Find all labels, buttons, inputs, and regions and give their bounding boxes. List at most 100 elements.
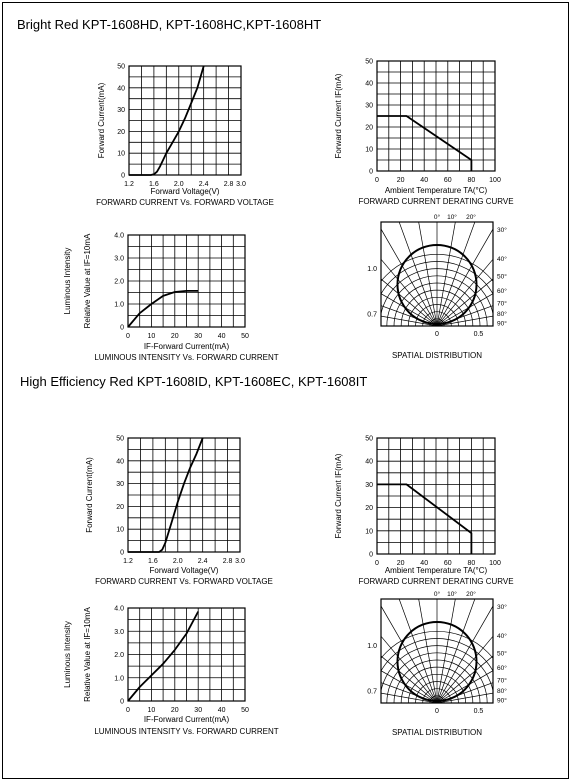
- chart-title: LUMINOUS INTENSITY Vs. FORWARD CURRENT: [94, 727, 278, 736]
- chart-s1-sp: 0° 10° 20° 30° 40° 50° 60° 70° 80°90° 1.0 0.7 0 0.5 S…: [367, 213, 507, 360]
- radial-label: 1.0: [367, 266, 377, 273]
- x-tick-label: 2.8: [224, 181, 234, 188]
- y-tick-label: 10: [365, 528, 373, 535]
- x-axis-label: IF-Forward Current(mA): [144, 715, 230, 724]
- radial-label: 0.7: [367, 312, 377, 319]
- polar-spoke: [436, 599, 476, 703]
- section-title-bright-red: Bright Red KPT-1608HD, KPT-1608HC,KPT-16…: [17, 17, 322, 32]
- series-line: [377, 115, 473, 171]
- chart-title: FORWARD CURRENT DERATING CURVE: [358, 197, 513, 206]
- x-tick-label: 60: [444, 177, 452, 184]
- polar-grid: [381, 599, 493, 703]
- radial-label: 0.7: [367, 689, 377, 696]
- x-tick-label: 2.0: [173, 558, 183, 565]
- polar-spoke: [436, 605, 493, 703]
- angle-label: 20°: [466, 213, 476, 221]
- polar-spoke: [436, 599, 456, 703]
- polar-spoke: [436, 635, 493, 703]
- x-tick-label: 10: [148, 333, 156, 340]
- y-tick-label: 50: [365, 59, 373, 66]
- plot-frame: [127, 234, 246, 328]
- y-tick-label: 20: [365, 505, 373, 512]
- polar-spoke: [436, 278, 493, 326]
- y-tick-label: 0: [369, 169, 373, 176]
- y-tick-label: 2.0: [114, 279, 124, 286]
- x-tick-label: 20: [171, 707, 179, 714]
- radial-label: 1.0: [367, 643, 377, 650]
- y-tick-label: 40: [116, 458, 124, 465]
- y-tick-label: 4.0: [114, 606, 124, 613]
- bottom-label: 0.5: [474, 331, 484, 338]
- x-tick-label: 80: [468, 177, 476, 184]
- y-axis-label: Forward Current(mA): [97, 82, 106, 158]
- angle-label: 20°: [466, 590, 476, 598]
- chart-title: FORWARD CURRENT Vs. FORWARD VOLTAGE: [95, 577, 273, 586]
- y-tick-label: 30: [116, 481, 124, 488]
- y-tick-label: 1.0: [114, 302, 124, 309]
- y-tick-label: 50: [117, 64, 125, 71]
- x-tick-label: 0: [126, 707, 130, 714]
- plot-frame: [127, 437, 241, 553]
- angle-label: 80°: [497, 687, 507, 695]
- polar-spoke: [381, 278, 438, 326]
- x-tick-label: 40: [420, 177, 428, 184]
- polar-grid: [381, 222, 493, 326]
- chart-s2-dr: 0 20 40 60 80 100 0 10 20 30 40 50 Ambient Temperatu…: [334, 436, 514, 587]
- chart-title: FORWARD CURRENT Vs. FORWARD VOLTAGE: [96, 198, 274, 207]
- chart-s2-fv: 1.2 1.6 2.0 2.4 2.8 3.0 0 10 20 30 40 50 Forward Vol…: [85, 436, 273, 587]
- angle-label: 0°: [434, 213, 441, 221]
- x-axis-label: Forward Voltage(V): [150, 566, 219, 575]
- plot-frame: [376, 437, 496, 555]
- y-tick-label: 30: [365, 482, 373, 489]
- y-tick-label: 2.0: [114, 652, 124, 659]
- x-tick-label: 10: [148, 707, 156, 714]
- angle-label: 10°: [447, 590, 457, 598]
- chart-s1-dr: 0 20 40 60 80 100 0 10 20 30 40 50 Ambient Temperatu…: [334, 59, 514, 207]
- x-tick-label: 40: [218, 333, 226, 340]
- polar-spoke: [398, 222, 438, 326]
- bottom-label: 0.5: [474, 708, 484, 715]
- chart-title: LUMINOUS INTENSITY Vs. FORWARD CURRENT: [94, 353, 278, 362]
- y-tick-label: 30: [365, 103, 373, 110]
- angle-label: 50°: [497, 273, 507, 281]
- y-tick-label: 0: [121, 173, 125, 180]
- y-axis-label-secondary: Luminous Intensity: [63, 248, 72, 315]
- y-tick-label: 10: [117, 151, 125, 158]
- chart-title: SPATIAL DISTRIBUTION: [392, 728, 482, 737]
- x-tick-label: 40: [420, 560, 428, 567]
- angle-label: 30°: [497, 603, 507, 611]
- angle-label: 40°: [497, 632, 507, 640]
- angle-label: 80°: [497, 310, 507, 318]
- x-tick-label: 20: [397, 177, 405, 184]
- series-line: [128, 437, 204, 553]
- angle-label: 10°: [447, 213, 457, 221]
- x-tick-label: 1.6: [148, 558, 158, 565]
- y-tick-label: 1.0: [114, 675, 124, 682]
- polar-spoke: [381, 228, 438, 326]
- y-tick-label: 0: [369, 552, 373, 559]
- polar-spoke: [381, 258, 438, 326]
- y-axis-label: Relative Value at IF=10mA: [83, 606, 92, 701]
- angle-label: 70°: [497, 300, 507, 308]
- series-line: [129, 65, 205, 176]
- polar-spoke: [436, 293, 493, 326]
- y-tick-label: 10: [365, 147, 373, 154]
- plot-frame: [380, 221, 494, 327]
- x-tick-label: 20: [171, 333, 179, 340]
- x-tick-label: 0: [126, 333, 130, 340]
- polar-spoke: [418, 599, 438, 703]
- y-axis-label: Forward Current IF(mA): [334, 73, 343, 158]
- x-tick-label: 50: [241, 333, 249, 340]
- series-line: [127, 611, 199, 702]
- polar-spoke: [381, 635, 438, 703]
- y-tick-label: 3.0: [114, 629, 124, 636]
- angle-label: 90°: [497, 319, 507, 327]
- y-tick-label: 50: [116, 436, 124, 443]
- polar-spoke: [418, 222, 438, 326]
- y-tick-label: 30: [117, 107, 125, 114]
- x-tick-label: 0: [375, 560, 379, 567]
- chart-s2-li: 0 10 20 30 40 50 0 1.0 2.0 3.0 4.0 IF-Forward Curre…: [63, 606, 279, 737]
- y-tick-label: 0: [120, 550, 124, 557]
